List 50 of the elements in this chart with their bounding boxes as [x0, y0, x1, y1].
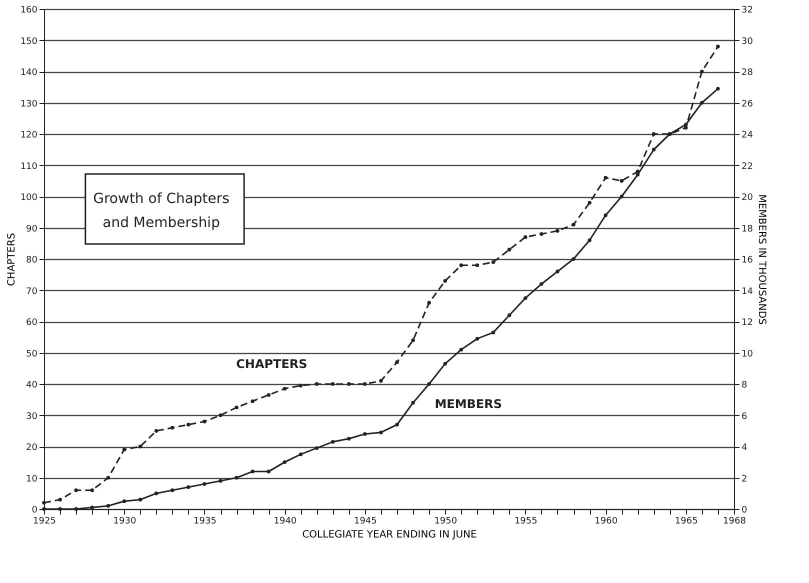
x-tick-label: 1935	[194, 516, 216, 526]
y-tick-label: 150	[20, 36, 38, 47]
y2-tick-label: 20	[742, 193, 754, 203]
y-tick-label: 40	[26, 380, 38, 390]
y-tick-label: 30	[26, 412, 38, 422]
x-tick-label: 1955	[514, 516, 538, 526]
y-tick-label: 130	[20, 99, 38, 110]
x-tick-label: 1960	[594, 516, 618, 526]
y-tick-label: 50	[26, 349, 38, 360]
y-tick-label: 20	[26, 443, 38, 453]
y2-tick-label: 0	[742, 506, 748, 516]
y2-tick-label: 14	[742, 286, 754, 297]
y-tick-label: 10	[26, 474, 38, 484]
y-tick-label: 90	[26, 224, 38, 234]
series-label: MEMBERS	[434, 397, 502, 411]
x-tick-label: 1930	[113, 516, 136, 526]
x-axis-title: COLLEGIATE YEAR ENDING IN JUNE	[302, 530, 477, 540]
y-tick-label: 160	[20, 6, 38, 16]
y-tick-label: 100	[20, 193, 38, 203]
y-axis-title: CHAPTERS	[6, 232, 18, 286]
x-tick-label: 1945	[354, 516, 377, 526]
y2-axis-title: MEMBERS IN THOUSANDS	[756, 194, 767, 325]
y2-tick-label: 24	[742, 130, 754, 140]
y2-tick-label: 6	[742, 412, 748, 422]
y2-tick-label: 8	[742, 380, 748, 390]
y2-tick-label: 22	[742, 162, 753, 172]
y2-tick-label: 26	[742, 99, 754, 110]
x-tick-label: 1950	[434, 516, 458, 526]
x-tick-label: 1925	[33, 516, 56, 526]
y-tick-label: 120	[20, 130, 38, 140]
y-tick-label: 80	[26, 256, 38, 266]
x-tick-label: 1968	[723, 516, 746, 526]
x-tick-label: 1940	[274, 516, 297, 526]
y2-tick-label: 30	[742, 36, 754, 47]
y2-tick-label: 2	[742, 474, 748, 484]
y2-tick-label: 4	[742, 443, 748, 453]
y2-tick-label: 28	[742, 68, 754, 78]
text: Growth of Chapters and Membership	[93, 191, 230, 231]
y-tick-label: 60	[26, 318, 38, 328]
y-tick-label: 0	[32, 506, 38, 516]
series-label: CHAPTERS	[236, 357, 308, 371]
x-tick-label: 1965	[674, 516, 698, 526]
y2-tick-label: 32	[742, 6, 753, 16]
y2-tick-label: 12	[742, 318, 753, 328]
y-tick-label: 70	[26, 286, 38, 297]
y-tick-label: 140	[20, 68, 38, 78]
y2-tick-label: 10	[742, 349, 754, 360]
y-tick-label: 110	[20, 162, 38, 172]
y2-tick-label: 16	[742, 256, 754, 266]
y2-tick-label: 18	[742, 224, 754, 234]
